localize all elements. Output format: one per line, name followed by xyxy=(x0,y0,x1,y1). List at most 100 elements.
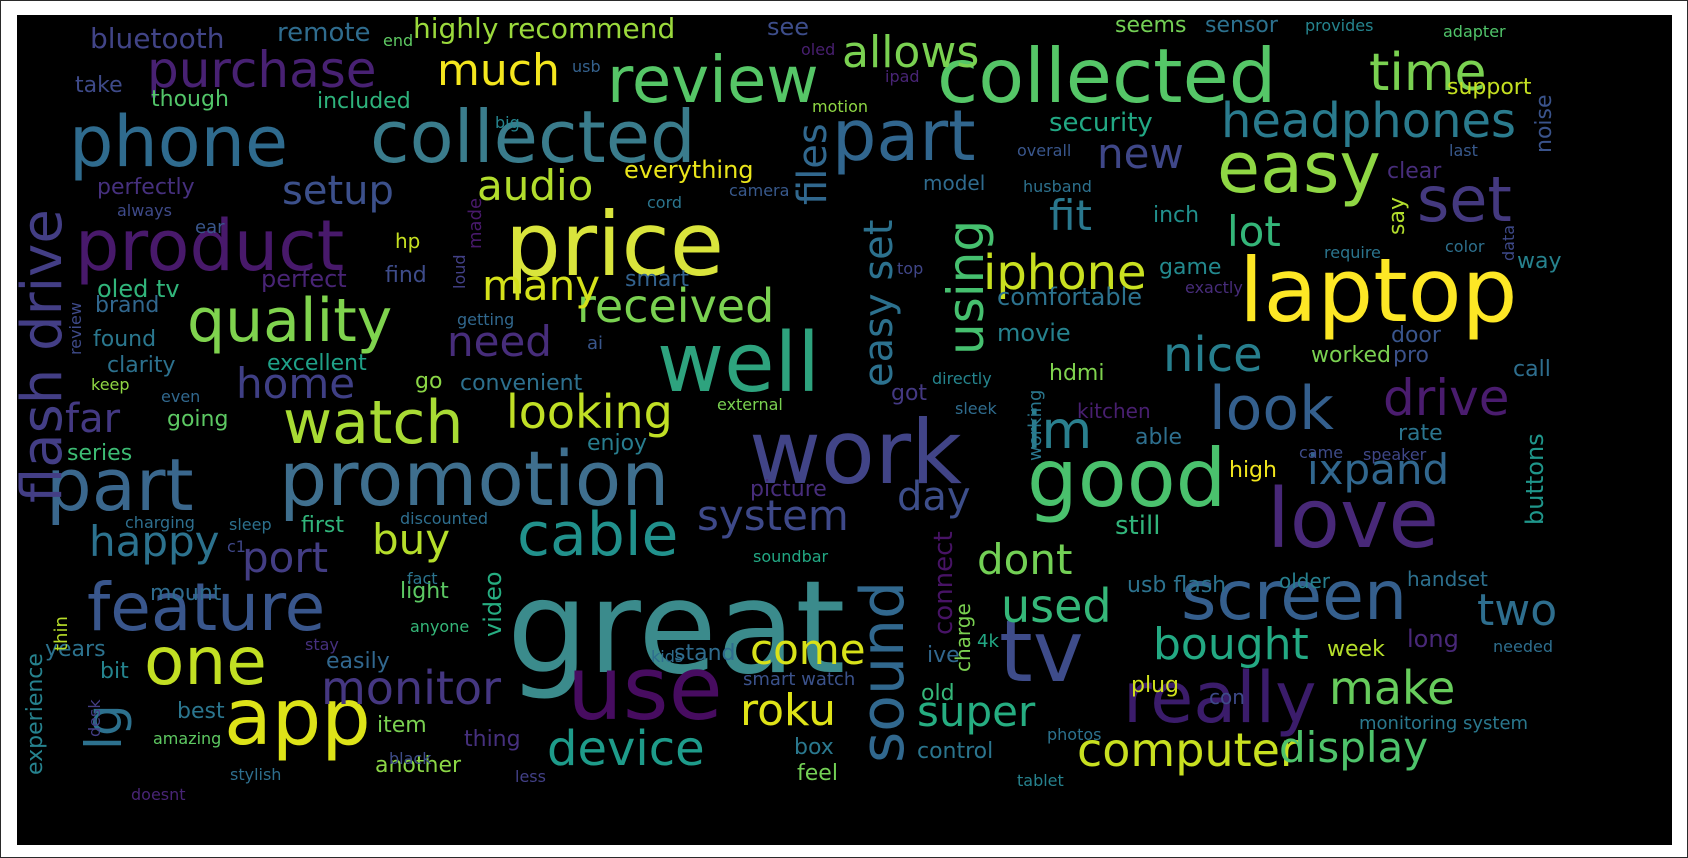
cloud-word: part xyxy=(46,443,194,527)
cloud-word: home xyxy=(236,359,356,408)
cloud-word: rate xyxy=(1398,421,1443,446)
cloud-word: stand xyxy=(674,641,736,666)
cloud-word: excellent xyxy=(267,351,367,376)
cloud-word: keep xyxy=(91,375,130,394)
cloud-word: going xyxy=(167,407,229,432)
cloud-word: brand xyxy=(95,293,160,318)
cloud-word: picture xyxy=(750,477,827,502)
cloud-word: item xyxy=(377,713,427,738)
cloud-word: external xyxy=(717,395,783,414)
cloud-word: far xyxy=(65,396,121,442)
cloud-word: use xyxy=(567,637,723,740)
cloud-word: getting xyxy=(457,310,515,329)
cloud-word: monitoring system xyxy=(1359,713,1529,734)
cloud-word: thin xyxy=(51,616,72,651)
cloud-word: iphone xyxy=(983,245,1147,301)
cloud-word: needed xyxy=(1493,637,1553,656)
cloud-word: able xyxy=(1135,425,1183,450)
cloud-word: tv xyxy=(999,602,1084,702)
cloud-word: sleek xyxy=(955,399,997,418)
cloud-word: collected xyxy=(937,32,1277,120)
cloud-word: clear xyxy=(1387,159,1442,184)
cloud-word: cable xyxy=(517,500,679,570)
cloud-word: bit xyxy=(100,659,129,684)
cloud-word: kitchen xyxy=(1077,399,1151,423)
cloud-word: perfectly xyxy=(97,175,195,200)
cloud-word: photos xyxy=(1047,725,1102,744)
cloud-word: purchase xyxy=(147,41,377,99)
cloud-word: great xyxy=(507,554,846,703)
cloud-word: anyone xyxy=(410,617,470,636)
cloud-word: feature xyxy=(87,569,326,646)
cloud-word: though xyxy=(151,87,229,112)
cloud-word: make xyxy=(1329,661,1456,715)
cloud-word: experience xyxy=(23,653,48,775)
cloud-word: oled xyxy=(801,40,836,59)
cloud-word: working xyxy=(1025,389,1046,461)
cloud-word: doesnt xyxy=(131,785,186,804)
cloud-word: big xyxy=(495,113,520,132)
cloud-word: feel xyxy=(797,761,838,786)
cloud-word: highly recommend xyxy=(413,15,676,45)
cloud-word: roku xyxy=(740,685,837,736)
cloud-word: set xyxy=(1417,163,1512,236)
cloud-word: fact xyxy=(407,569,438,588)
cloud-word: ipad xyxy=(885,67,920,86)
cloud-word: system xyxy=(697,491,849,540)
cloud-word: sensor xyxy=(1205,15,1278,38)
cloud-word: time xyxy=(1369,43,1487,103)
cloud-word: con xyxy=(1209,685,1245,709)
cloud-word: charging xyxy=(125,513,195,532)
cloud-word: files xyxy=(790,123,836,205)
cloud-word: hdmi xyxy=(1049,361,1105,386)
cloud-word: discounted xyxy=(400,509,489,528)
cloud-word: old xyxy=(921,681,955,706)
cloud-word: directly xyxy=(932,369,992,388)
word-cloud: great work price laptop collected collected re… xyxy=(17,15,1672,845)
cloud-word: display xyxy=(1279,723,1429,772)
cloud-word: c1 xyxy=(227,537,246,556)
cloud-word: stylish xyxy=(230,765,282,784)
cloud-word: desk xyxy=(85,699,104,737)
cloud-word: worked xyxy=(1311,343,1391,368)
cloud-word: part xyxy=(832,95,976,177)
cloud-word: box xyxy=(794,735,834,760)
cloud-word: find xyxy=(385,263,427,288)
cloud-word: monitor xyxy=(321,661,501,715)
cloud-word: top xyxy=(897,259,924,278)
cloud-word: collected xyxy=(370,95,696,179)
cloud-word: bluetooth xyxy=(90,22,225,55)
cloud-word: easy xyxy=(1217,127,1381,209)
cloud-word: long xyxy=(1407,625,1459,653)
cloud-word: really xyxy=(1123,657,1317,739)
cloud-word: many xyxy=(482,261,601,310)
cloud-word: come xyxy=(750,625,866,674)
cloud-word: usb flash xyxy=(1127,573,1227,598)
cloud-word: screen xyxy=(1181,557,1408,636)
cloud-word: best xyxy=(177,699,225,724)
cloud-word: 4k xyxy=(977,631,999,652)
cloud-word: easily xyxy=(326,649,390,674)
cloud-word: usb xyxy=(572,57,601,76)
cloud-word: older xyxy=(1279,569,1331,593)
cloud-word: even xyxy=(161,387,201,406)
cloud-word: take xyxy=(75,73,123,98)
cloud-word: found xyxy=(93,327,157,352)
cloud-word: lot xyxy=(1227,207,1281,256)
cloud-word: remote xyxy=(277,18,371,48)
cloud-word: motion xyxy=(812,97,869,116)
cloud-word: new xyxy=(1097,129,1184,178)
cloud-word: nice xyxy=(1163,327,1263,383)
cloud-word: always xyxy=(117,201,172,220)
cloud-word: handset xyxy=(1407,567,1488,591)
cloud-word: week xyxy=(1327,637,1385,662)
cloud-word: last xyxy=(1449,141,1478,160)
cloud-word: drive xyxy=(1383,369,1510,427)
cloud-word: provides xyxy=(1305,16,1374,35)
cloud-word: quality xyxy=(187,286,393,356)
cloud-word: tablet xyxy=(1017,771,1064,790)
cloud-word: laptop xyxy=(1239,239,1518,342)
cloud-word: sleep xyxy=(229,515,272,534)
cloud-word: door xyxy=(1391,323,1441,348)
cloud-word: convenient xyxy=(460,371,583,396)
